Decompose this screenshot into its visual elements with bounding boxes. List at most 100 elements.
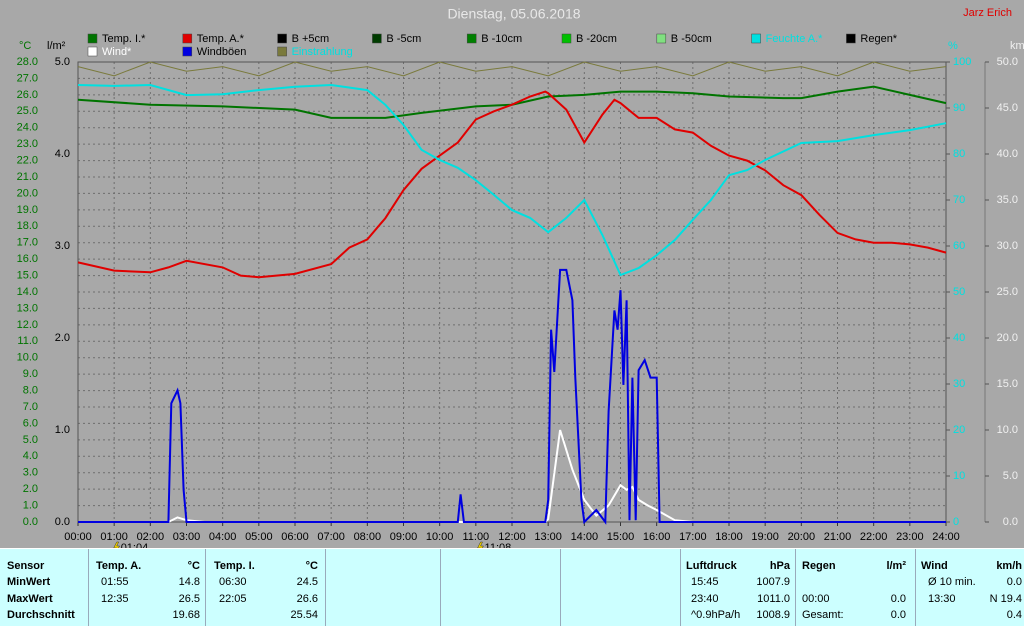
table-cell: 0.0	[1006, 576, 1022, 589]
table-header: l/m²	[886, 560, 906, 572]
x-tick-label: 04:00	[209, 531, 237, 543]
column-divider	[325, 549, 326, 626]
table-header: Regen	[802, 560, 836, 572]
legend-label: Regen*	[860, 33, 897, 45]
legend-label: Temp. I.*	[102, 33, 146, 45]
legend-swatch	[87, 46, 98, 57]
y-tick-label: 27.0	[17, 72, 38, 84]
table-header: °C	[187, 560, 200, 572]
y-tick-label: 24.0	[17, 122, 38, 134]
x-tick-label: 03:00	[173, 531, 201, 543]
table-cell: 12:35	[101, 592, 129, 605]
y-tick-label: 7.0	[23, 401, 38, 413]
y-tick-label: 13.0	[17, 302, 38, 314]
y3-axis-label: %	[948, 40, 958, 52]
event-icon	[477, 541, 485, 548]
x-tick-label: 01:00	[100, 531, 128, 543]
legend-label: Windböen	[197, 46, 247, 58]
legend-label: B -50cm	[671, 33, 712, 45]
legend-swatch	[561, 33, 572, 44]
table-cell: MaxWert	[7, 592, 53, 605]
y-tick-label: 12.0	[17, 319, 38, 331]
x-tick-label: 09:00	[390, 531, 418, 543]
column-divider	[88, 549, 89, 626]
y4-tick-label: 15.0	[997, 378, 1018, 390]
y-tick-label: 10.0	[17, 352, 38, 364]
table-cell: MinWert	[7, 576, 51, 589]
series-line	[77, 83, 947, 277]
table-header: Temp. A.	[96, 560, 142, 572]
table-header: Temp. I.	[214, 560, 255, 572]
y-tick-label: 22.0	[17, 154, 38, 166]
table-cell: 23:40	[691, 592, 719, 605]
chart-title: Dienstag, 05.06.2018	[447, 6, 580, 22]
legend-swatch	[87, 33, 98, 44]
table-cell: Ø 10 min.	[928, 576, 976, 589]
legend-swatch	[751, 33, 761, 44]
table-header: km/h	[996, 560, 1022, 572]
y4-tick-label: 40.0	[997, 148, 1018, 160]
table-header: Sensor	[7, 560, 45, 572]
legend-swatch	[372, 33, 382, 44]
x-tick-label: 06:00	[281, 531, 309, 543]
y3-tick-label: 70	[953, 194, 965, 206]
x-tick-label: 14:00	[571, 531, 599, 543]
series-line	[78, 268, 946, 525]
legend-label: Temp. A.*	[197, 33, 245, 45]
table-cell: 1008.9	[756, 608, 790, 621]
table-header: Luftdruck	[686, 560, 737, 572]
y-tick-label: 17.0	[17, 237, 38, 249]
y2-tick-label: 4.0	[55, 148, 70, 160]
y-tick-label: 0.0	[23, 516, 38, 528]
table-header: °C	[305, 560, 318, 572]
y-tick-label: 5.0	[23, 434, 38, 446]
table-cell: 24.5	[296, 576, 318, 589]
table-cell: Gesamt:	[802, 608, 844, 621]
table-cell: 1011.0	[757, 592, 790, 605]
y3-tick-label: 90	[953, 102, 965, 114]
table-cell: 26.5	[178, 592, 200, 605]
x-tick-label: 08:00	[354, 531, 382, 543]
x-tick-label: 20:00	[788, 531, 816, 543]
y4-tick-label: 5.0	[1003, 470, 1018, 482]
table-cell: 22:05	[219, 592, 247, 605]
event-label: 11:08	[485, 542, 512, 548]
column-divider	[915, 549, 916, 626]
y-tick-label: 16.0	[17, 253, 38, 265]
y3-tick-label: 50	[953, 286, 965, 298]
y3-tick-label: 60	[953, 240, 965, 252]
y-tick-label: 9.0	[23, 368, 38, 380]
y4-tick-label: 0.0	[1003, 516, 1018, 528]
y-tick-label: 25.0	[17, 105, 38, 117]
table-cell: 06:30	[219, 576, 247, 589]
x-tick-label: 11:00	[462, 531, 489, 543]
series-line	[78, 429, 946, 523]
x-tick-label: 00:00	[64, 531, 92, 543]
legend-swatch	[182, 46, 193, 57]
legend-label: B -20cm	[576, 33, 617, 45]
column-divider	[440, 549, 441, 626]
column-divider	[680, 549, 681, 626]
y3-tick-label: 30	[953, 378, 965, 390]
y3-tick-label: 20	[953, 424, 965, 436]
y3-tick-label: 80	[953, 148, 965, 160]
series-line	[77, 90, 947, 279]
x-tick-label: 02:00	[137, 531, 165, 543]
table-cell: N 19.4	[989, 592, 1022, 605]
table-cell: 19.68	[172, 608, 200, 621]
x-tick-label: 18:00	[715, 531, 743, 543]
x-tick-label: 10:00	[426, 531, 454, 543]
table-cell: Durchschnitt	[7, 608, 75, 621]
y2-tick-label: 0.0	[55, 516, 70, 528]
x-tick-label: 13:00	[534, 531, 562, 543]
y-tick-label: 23.0	[17, 138, 38, 150]
x-tick-label: 21:00	[824, 531, 852, 543]
table-cell: ^0.9hPa/h	[691, 608, 741, 621]
table-cell: 1007.9	[756, 576, 790, 589]
y3-tick-label: 40	[953, 332, 965, 344]
table-cell: 01:55	[101, 576, 129, 589]
y-tick-label: 1.0	[23, 499, 38, 511]
y2-tick-label: 1.0	[55, 424, 70, 436]
x-tick-label: 05:00	[245, 531, 273, 543]
